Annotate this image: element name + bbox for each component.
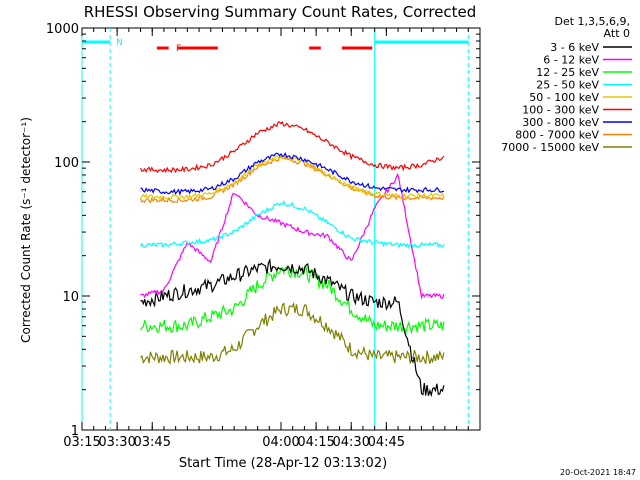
series-line: [140, 172, 445, 300]
x-tick-label: 03:30: [98, 435, 135, 450]
generation-timestamp: 20-Oct-2021 18:47: [560, 468, 636, 477]
legend-entry-label: 7000 - 15000 keV: [501, 141, 599, 154]
night-flag-label: N: [116, 38, 123, 48]
legend-header-attenuator: Att 0: [604, 27, 630, 40]
series-line: [139, 264, 445, 335]
legend-entry-label: 50 - 100 keV: [529, 91, 599, 104]
y-axis-label: Corrected Count Rate (s⁻¹ detector⁻¹): [19, 117, 33, 343]
legend-entry-label: 3 - 6 keV: [550, 41, 599, 54]
x-tick-label: 03:45: [134, 435, 171, 450]
y-tick-label: 1: [71, 424, 79, 439]
legend-entry-label: 300 - 800 keV: [522, 116, 599, 129]
series-line: [140, 151, 444, 197]
series-layer: [139, 120, 445, 398]
x-tick-label: 04:45: [368, 435, 405, 450]
x-tick-label: 04:15: [297, 435, 334, 450]
x-tick-label: 04:30: [333, 435, 370, 450]
flag-layer: NF: [81, 28, 469, 430]
x-axis-label: Start Time (28-Apr-12 03:13:02): [179, 456, 387, 471]
legend-entry-label: 800 - 7000 keV: [515, 129, 599, 142]
series-line: [140, 257, 445, 398]
series-line: [139, 155, 445, 201]
series-line: [140, 301, 445, 365]
legend-header-detectors: Det 1,3,5,6,9,: [554, 15, 630, 28]
x-tick-label: 04:00: [262, 435, 299, 450]
y-tick-label: 100: [54, 156, 79, 171]
series-line: [139, 120, 445, 174]
x-tick-label: 03:15: [63, 435, 100, 450]
legend-entry-label: 100 - 300 keV: [522, 104, 599, 117]
legend-entry-label: 6 - 12 keV: [543, 54, 599, 67]
y-tick-label: 10: [62, 290, 79, 305]
chart-title: RHESSI Observing Summary Count Rates, Co…: [84, 3, 477, 21]
series-line: [139, 200, 445, 249]
legend-entry-label: 25 - 50 keV: [536, 79, 599, 92]
y-tick-label: 1000: [46, 22, 79, 37]
legend-entry-label: 12 - 25 keV: [536, 66, 599, 79]
